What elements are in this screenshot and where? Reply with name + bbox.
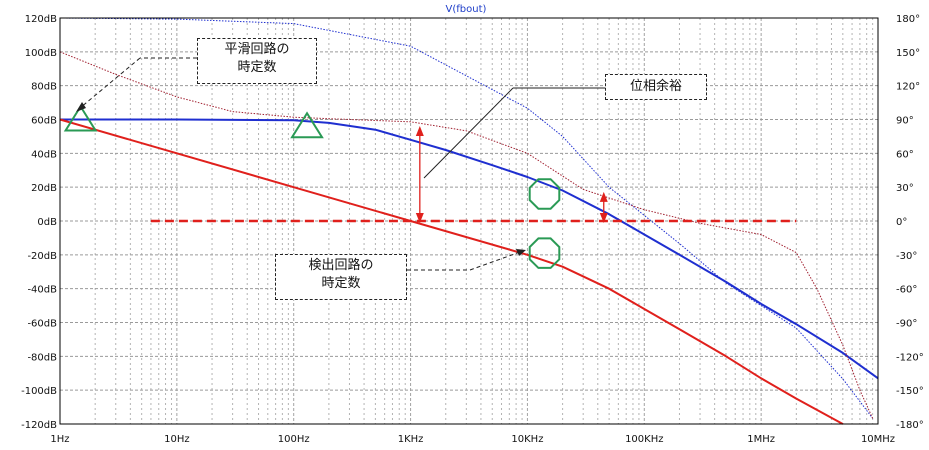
y-tick-label: -20dB <box>27 251 57 262</box>
y-tick-label: 100dB <box>25 48 57 59</box>
x-tick-label: 10Hz <box>164 434 190 445</box>
y2-tick-label: -180° <box>896 420 924 431</box>
arrow-layer <box>415 125 608 223</box>
callout-line: 平滑回路の <box>224 42 290 57</box>
x-tick-label: 100KHz <box>625 434 663 445</box>
leader-layer <box>76 57 605 271</box>
y2-tick-label: -60° <box>896 285 917 296</box>
triangle-marker <box>290 111 324 139</box>
series-line <box>59 51 874 419</box>
y2-tick-label: 60° <box>896 149 914 160</box>
x-tick-label: 10MHz <box>861 434 895 445</box>
y2-tick-label: 180° <box>896 14 920 25</box>
y2-tick-label: 90° <box>896 116 914 127</box>
detect-leader-line-diag <box>469 251 521 271</box>
octagon-marker <box>528 237 561 269</box>
y2-tick-label: 120° <box>896 82 920 93</box>
x-tick-label: 1MHz <box>747 434 775 445</box>
margin-leader-line-diag <box>423 87 514 179</box>
y2-tick-label: -30° <box>896 251 917 262</box>
x-tick-label: 100Hz <box>278 434 310 445</box>
smoothing-leader-arrowhead <box>76 102 86 112</box>
series-layer <box>59 17 879 425</box>
y-tick-label: -40dB <box>27 285 57 296</box>
y-tick-label: 80dB <box>31 82 57 93</box>
series-line <box>60 118 879 380</box>
y-tick-label: 60dB <box>31 116 57 127</box>
axis-labels: 120dB 100dB 80dB 60dB 40dB 20dB 0dB -20dB -40dB -… <box>21 14 924 445</box>
y-tick-label: 40dB <box>31 149 57 160</box>
detect-leader-arrowhead <box>516 249 526 256</box>
x-tick-label: 1KHz <box>398 434 424 445</box>
y-tick-label: -60dB <box>27 319 57 330</box>
callout-line: 検出回路の <box>308 258 374 273</box>
series-line <box>59 17 874 419</box>
callout-line: 時定数 <box>321 276 361 291</box>
margin-arrowhead-top <box>415 125 424 136</box>
triangle-marker <box>63 104 98 132</box>
y2-tick-label: -150° <box>896 386 924 397</box>
margin-arrowhead-top <box>599 191 608 202</box>
phase-margin-callout: 位相余裕 <box>605 74 707 100</box>
y-tick-label: -100dB <box>21 386 57 397</box>
y-tick-label: 0dB <box>37 217 57 228</box>
y-tick-label: -80dB <box>27 352 57 363</box>
marker-layer <box>63 104 561 269</box>
smoothing-leader-line-diag <box>79 57 141 109</box>
series-line <box>59 118 844 425</box>
smoothing-time-constant-callout: 平滑回路の 時定数 <box>197 38 317 84</box>
y-tick-label: -120dB <box>21 420 57 431</box>
y2-tick-label: 150° <box>896 48 920 59</box>
y-tick-label: 120dB <box>25 14 57 25</box>
y2-tick-label: -120° <box>896 352 924 363</box>
callout-line: 位相余裕 <box>629 79 682 94</box>
margin-arrowhead-bottom <box>599 213 608 223</box>
y2-tick-label: 30° <box>896 183 914 194</box>
margin-arrowhead-bottom <box>415 213 424 223</box>
y2-tick-label: 0° <box>896 217 907 228</box>
x-tick-label: 10KHz <box>511 434 543 445</box>
detect-time-constant-callout: 検出回路の 時定数 <box>275 254 407 300</box>
chart-title: V(fbout) <box>446 4 487 15</box>
y-tick-label: 20dB <box>31 183 57 194</box>
x-tick-label: 1Hz <box>50 434 69 445</box>
callout-line: 時定数 <box>237 60 277 75</box>
y2-tick-label: -90° <box>896 319 917 330</box>
plot-frame <box>59 17 879 425</box>
octagon-marker <box>528 178 561 210</box>
